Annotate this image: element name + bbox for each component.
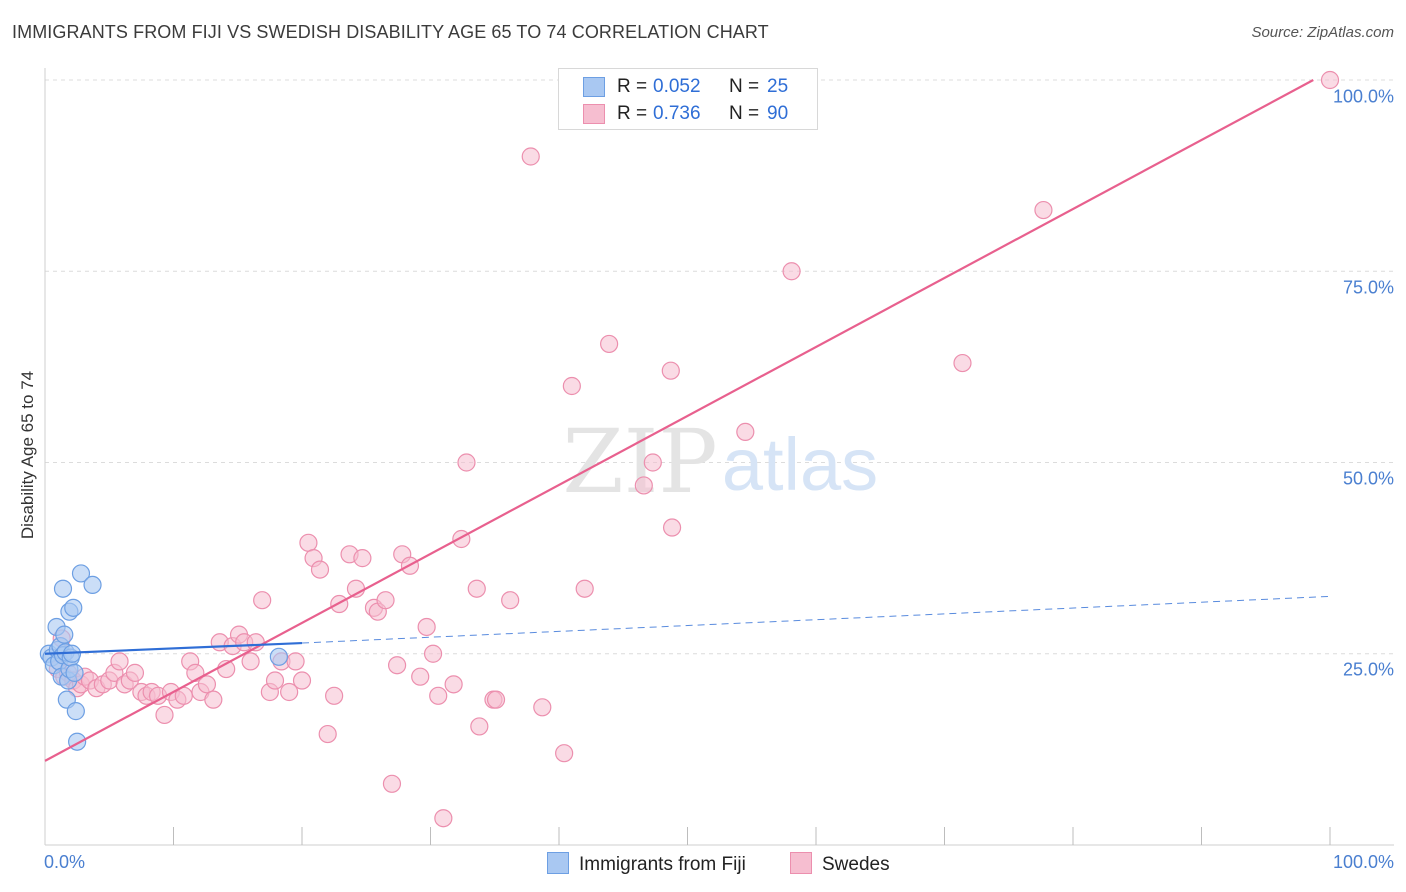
swedes-point-60	[411, 667, 430, 686]
watermark: ZIP atlas	[562, 410, 878, 513]
swedes-trend-line	[44, 79, 1314, 762]
fiji-series	[39, 564, 288, 751]
legend-fiji-swatch	[547, 852, 569, 874]
fiji-point-23	[83, 575, 102, 595]
swedes-point-69	[470, 717, 489, 736]
source-credit: Source: ZipAtlas.com	[1251, 24, 1394, 41]
swedes-point-56	[387, 656, 407, 675]
swedes-point-77	[575, 579, 594, 598]
swedes-r-value: 0.736	[653, 103, 701, 124]
correlation-legend: R = 0.052 N = 25 R = 0.736 N = 90	[558, 68, 818, 130]
fiji-point-19	[66, 702, 85, 721]
swedes-point-64	[434, 809, 453, 828]
swedes-series	[48, 70, 1340, 828]
swedes-point-78	[600, 334, 619, 354]
swedes-point-16	[125, 663, 145, 682]
trend-lines	[44, 79, 1331, 762]
fiji-point-15	[53, 579, 73, 598]
swedes-point-44	[299, 533, 318, 552]
swedes-point-55	[376, 591, 395, 610]
fiji-point-9	[55, 625, 74, 644]
swedes-point-82	[661, 361, 680, 380]
swedes-point-68	[467, 579, 486, 598]
swedes-point-79	[634, 476, 653, 495]
swedes-point-63	[429, 686, 448, 705]
swedes-point-73	[521, 147, 540, 166]
legend-swedes-label: Swedes	[822, 854, 890, 875]
swedes-point-46	[310, 560, 330, 579]
swedes-point-62	[423, 644, 443, 663]
swedes-n-label: N =	[729, 103, 760, 124]
x-tick-label-100: 100.0%	[1332, 852, 1394, 872]
swedes-r-label: R =	[617, 103, 648, 124]
swedes-point-37	[253, 591, 272, 610]
swedes-point-43	[292, 671, 312, 690]
fiji-point-22	[71, 564, 91, 583]
fiji-swatch	[583, 77, 605, 97]
legend-item-fiji: Immigrants from Fiji	[547, 852, 746, 876]
grid-lines	[45, 79, 1394, 655]
swedes-point-85	[953, 353, 972, 373]
swedes-point-47	[318, 724, 337, 744]
swedes-point-75	[555, 744, 574, 763]
swedes-point-81	[662, 518, 682, 537]
y-tick-label-100: 100.0%	[1332, 86, 1394, 107]
fiji-point-24	[269, 647, 288, 666]
fiji-r-label: R =	[617, 76, 648, 97]
swedes-point-29	[204, 690, 223, 709]
legend-item-swedes: Swedes	[790, 852, 890, 876]
fiji-point-18	[65, 663, 84, 682]
fiji-n-label: N =	[729, 76, 760, 97]
legend-swedes-swatch	[790, 852, 812, 874]
swedes-point-76	[562, 376, 581, 396]
y-tick-label-50: 50.0%	[1342, 468, 1394, 489]
swedes-point-72	[501, 591, 520, 610]
swedes-point-13	[110, 652, 129, 671]
swedes-point-42	[286, 652, 305, 671]
fiji-r-value: 0.052	[653, 76, 701, 97]
swedes-point-71	[486, 690, 506, 709]
fiji-trend-line	[44, 641, 303, 655]
swedes-point-41	[280, 682, 299, 702]
swedes-point-35	[241, 652, 260, 671]
fiji-point-21	[64, 598, 83, 617]
legend-fiji-label: Immigrants from Fiji	[579, 854, 746, 875]
y-tick-label-25: 25.0%	[1342, 659, 1394, 680]
swedes-point-74	[533, 698, 552, 717]
swedes-point-84	[782, 262, 801, 281]
swedes-point-39	[265, 671, 285, 690]
swedes-point-52	[353, 549, 372, 568]
swedes-point-61	[417, 617, 436, 637]
swedes-point-48	[325, 686, 344, 705]
swedes-swatch	[583, 104, 605, 124]
x-tick-marks	[173, 827, 1331, 845]
fiji-n-value: 25	[767, 76, 789, 97]
swedes-n-value: 90	[767, 103, 789, 124]
swedes-point-89	[1320, 70, 1340, 90]
y-tick-label-75: 75.0%	[1342, 277, 1394, 298]
swedes-point-80	[643, 453, 662, 472]
watermark-zip: ZIP	[562, 410, 717, 513]
swedes-point-65	[444, 675, 463, 694]
fiji-trend-extension	[301, 595, 1331, 644]
swedes-point-28	[197, 675, 217, 694]
swedes-point-67	[457, 453, 476, 472]
x-tick-label-0: 0.0%	[44, 852, 86, 872]
chart-title: IMMIGRANTS FROM FIJI VS SWEDISH DISABILI…	[12, 22, 769, 42]
swedes-point-86	[1034, 200, 1053, 220]
swedes-point-59	[382, 774, 402, 793]
swedes-point-21	[155, 705, 174, 725]
swedes-point-83	[736, 422, 755, 441]
